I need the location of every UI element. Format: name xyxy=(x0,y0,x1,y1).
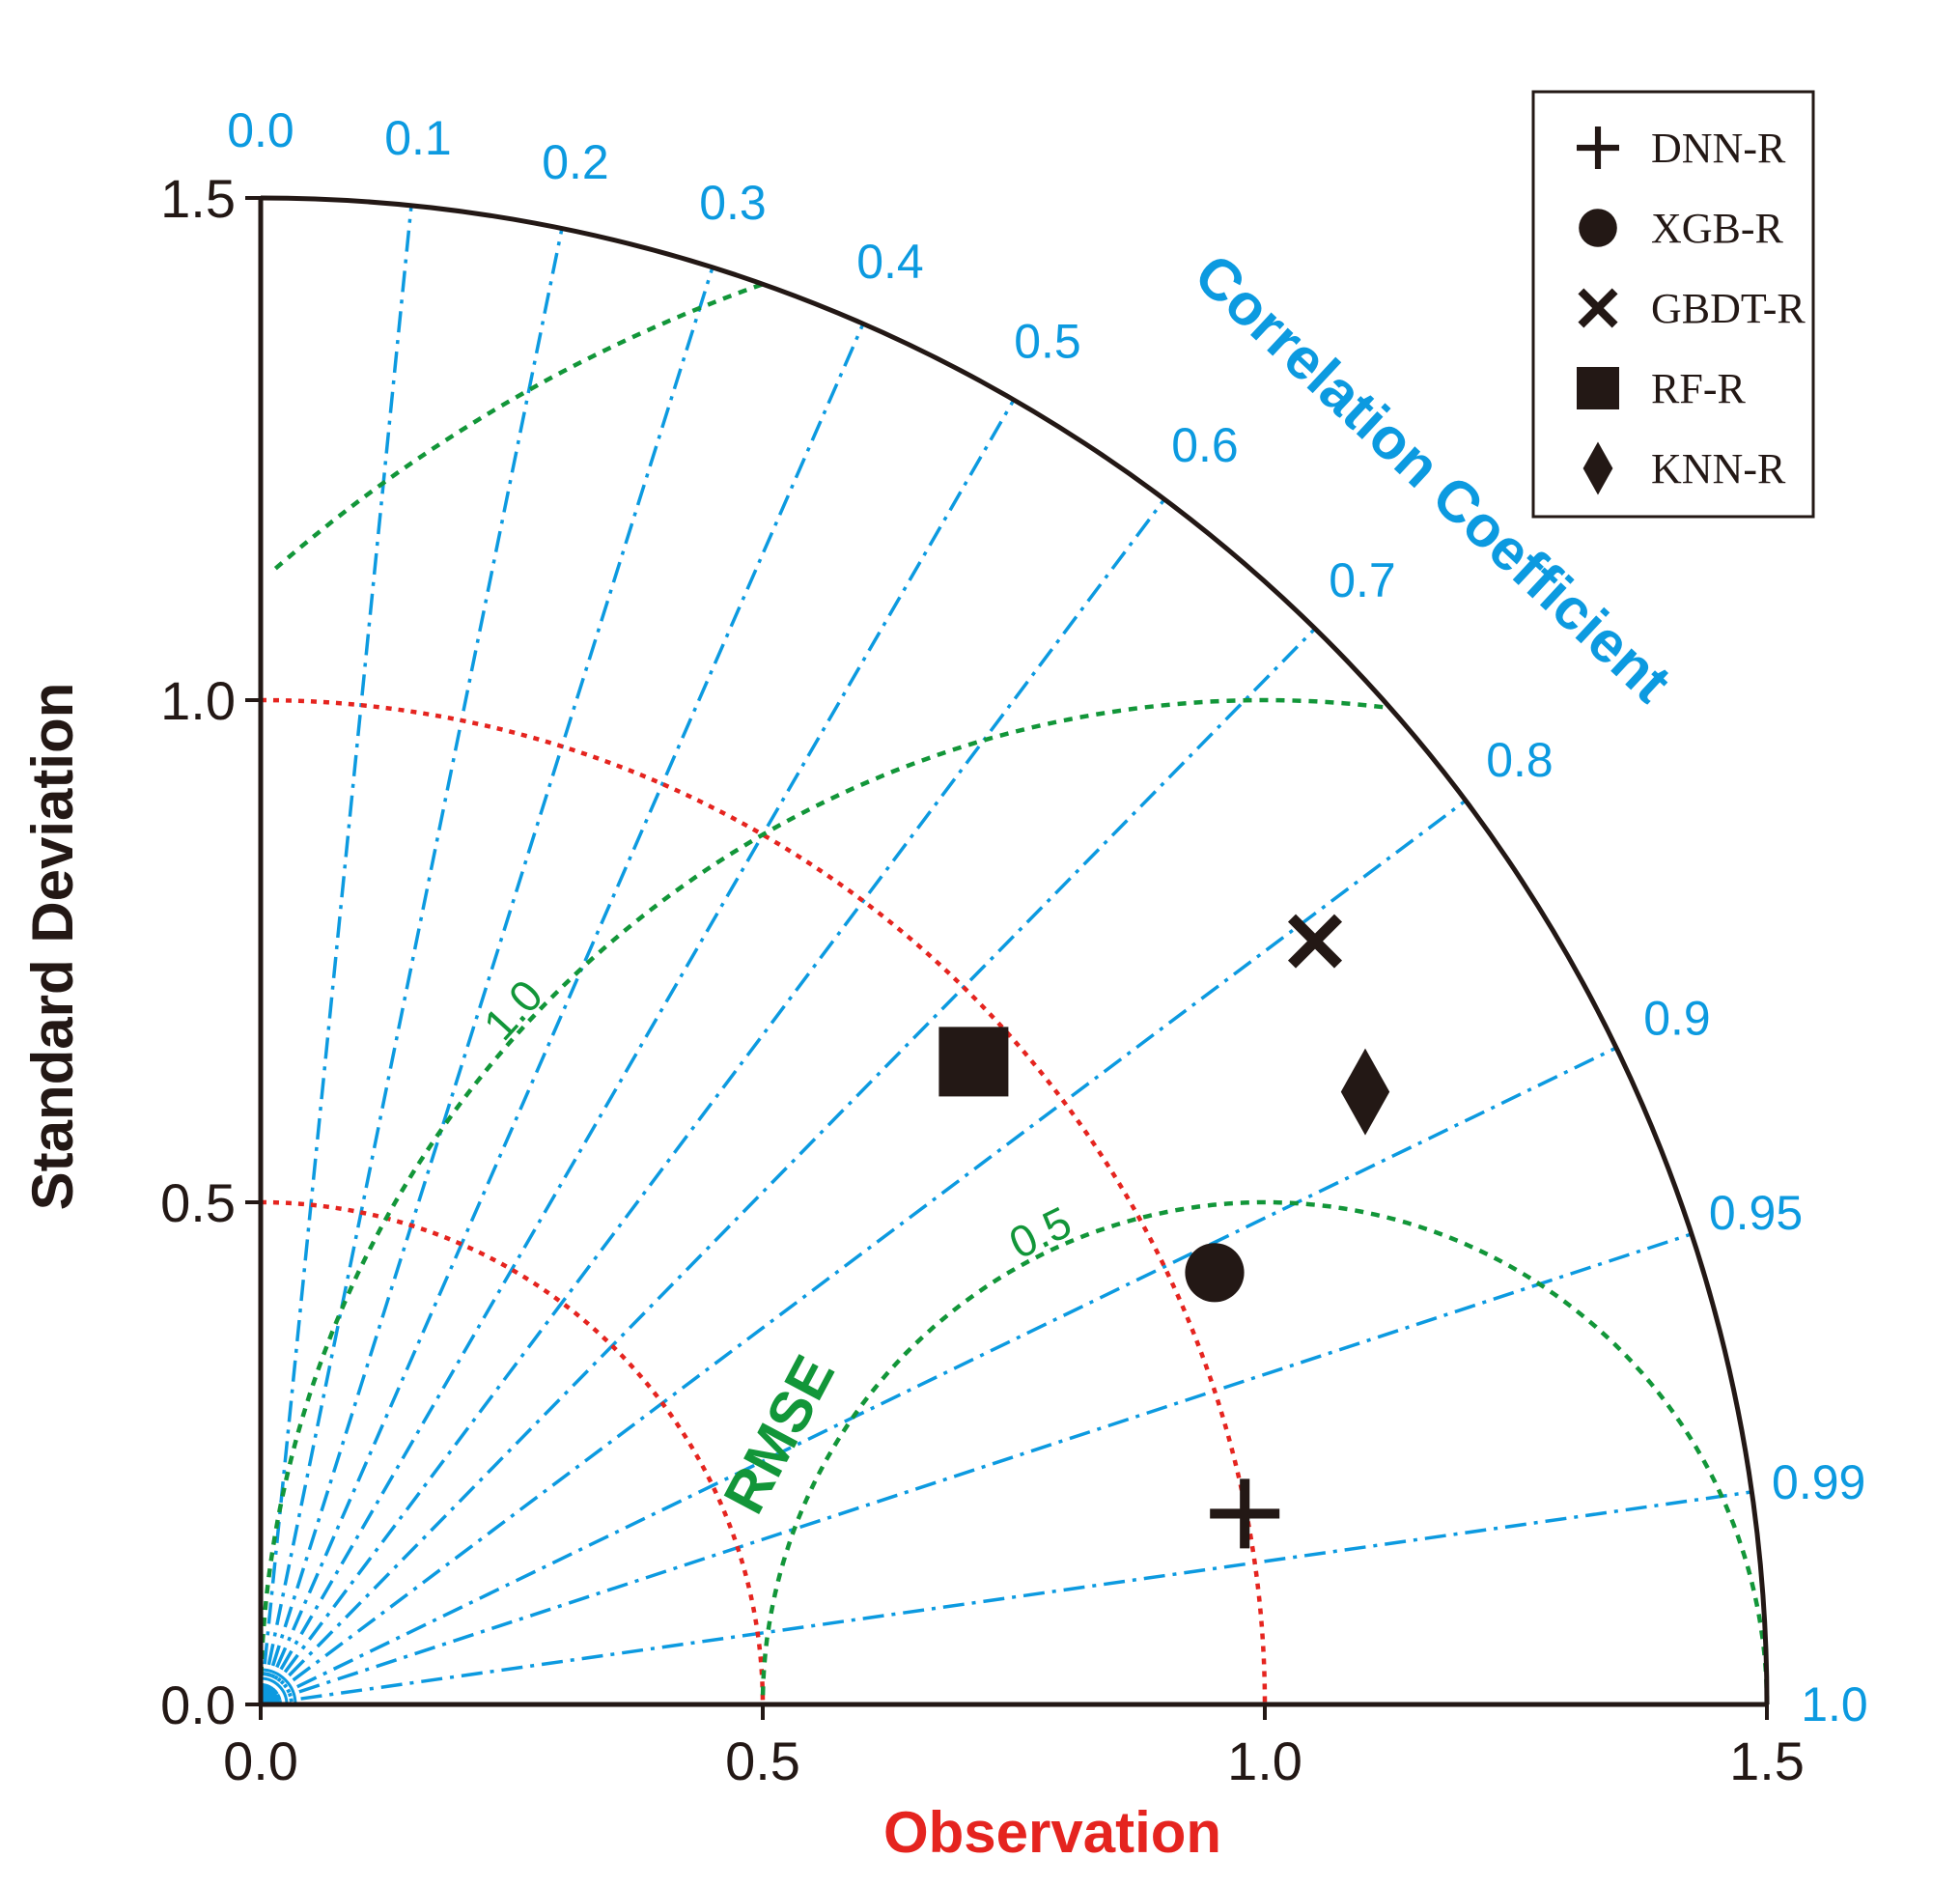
label-layer: 0.0 0.1 0.2 0.3 0.4 0.5 0.6 0.7 0.8 0.9 0.95 0.99 1.… xyxy=(160,103,1868,1791)
correlation-label-0.9: 0.9 xyxy=(1643,991,1711,1045)
correlation-line-0.9 xyxy=(260,1046,1617,1706)
correlation-label-0.1: 0.1 xyxy=(384,111,452,165)
legend-label-RF-R: RF-R xyxy=(1651,365,1746,412)
legend-marker-RF-R xyxy=(1577,367,1619,409)
data-point-DNN-R xyxy=(1210,1478,1280,1549)
std-arc-1 xyxy=(260,697,1268,1705)
legend-label-GBDT-R: GBDT-R xyxy=(1651,285,1806,332)
x-axis-title: Observation xyxy=(883,1800,1221,1865)
correlation-line-0.8 xyxy=(259,799,1468,1706)
rmse-label-1.0: 1.0 xyxy=(474,971,553,1050)
outer-std-arc xyxy=(260,195,1770,1705)
correlation-label-0.5: 0.5 xyxy=(1014,314,1081,368)
correlation-line-0.2 xyxy=(259,228,564,1705)
legend-marker-XGB-R xyxy=(1579,209,1617,247)
x-tick-label-0.5: 0.5 xyxy=(725,1731,800,1791)
grid-layer xyxy=(258,205,1770,1706)
data-point-GBDT-R-stroke-b xyxy=(1287,914,1343,969)
std-arc-0.5 xyxy=(260,1199,766,1705)
correlation-line-0.7 xyxy=(259,627,1317,1706)
correlation-label-0.95: 0.95 xyxy=(1709,1186,1803,1240)
correlation-line-0.3 xyxy=(259,267,714,1705)
correlation-label-1.0: 1.0 xyxy=(1801,1677,1868,1731)
data-point-GBDT-R xyxy=(1287,914,1343,969)
marker-layer xyxy=(938,914,1390,1549)
legend-marker-GBDT-R xyxy=(1578,288,1618,328)
x-tick-label-1.5: 1.5 xyxy=(1729,1731,1805,1791)
correlation-label-0.7: 0.7 xyxy=(1329,553,1396,607)
legend: DNN-R XGB-R GBDT-R RF-R KNN-R xyxy=(1531,90,1815,519)
y-tick-label-1.5: 1.5 xyxy=(160,168,236,229)
correlation-line-0.95 xyxy=(260,1232,1693,1706)
data-point-KNN-R xyxy=(1340,1048,1390,1136)
correlation-line-0.99 xyxy=(260,1490,1752,1706)
correlation-label-0.2: 0.2 xyxy=(542,135,609,189)
correlation-label-0.8: 0.8 xyxy=(1486,733,1554,787)
legend-marker-KNN-R xyxy=(1582,441,1613,495)
correlation-line-0.5 xyxy=(259,399,1016,1705)
correlation-label-0.99: 0.99 xyxy=(1772,1455,1865,1509)
rmse-arc-1.0 xyxy=(258,697,1384,1705)
origin-arc xyxy=(260,1676,289,1705)
x-tick-label-1.0: 1.0 xyxy=(1227,1731,1302,1791)
correlation-label-0.0: 0.0 xyxy=(227,103,294,157)
rmse-label-0.5: 0.5 xyxy=(1001,1196,1078,1269)
rmse-title: RMSE xyxy=(712,1345,848,1524)
data-point-RF-R xyxy=(938,1027,1009,1097)
legend-marker-GBDT-R-stroke-b xyxy=(1578,288,1618,328)
rmse-arc-0.5 xyxy=(760,1199,1770,1704)
legend-box xyxy=(1531,90,1815,519)
y-tick-label-1.0: 1.0 xyxy=(160,670,236,731)
axis-layer xyxy=(258,195,1770,1707)
correlation-line-0.6 xyxy=(259,497,1166,1706)
y-tick-label-0.0: 0.0 xyxy=(160,1675,236,1735)
data-point-XGB-R xyxy=(1185,1243,1245,1303)
y-axis-title: Standard Deviation xyxy=(20,683,85,1211)
legend-label-DNN-R: DNN-R xyxy=(1651,125,1786,172)
legend-items: DNN-R XGB-R GBDT-R RF-R KNN-R xyxy=(1577,125,1806,495)
origin-arc xyxy=(260,1668,297,1705)
legend-label-KNN-R: KNN-R xyxy=(1651,445,1786,493)
correlation-line-0.1 xyxy=(259,205,413,1705)
legend-marker-DNN-R xyxy=(1577,127,1620,169)
legend-label-XGB-R: XGB-R xyxy=(1651,205,1784,252)
y-tick-label-0.5: 0.5 xyxy=(160,1172,236,1233)
rmse-arc-1.5 xyxy=(269,282,764,574)
correlation-line-0.4 xyxy=(259,323,865,1705)
correlation-label-0.3: 0.3 xyxy=(699,176,767,230)
x-tick-label-0.0: 0.0 xyxy=(223,1731,298,1791)
correlation-label-0.4: 0.4 xyxy=(856,235,924,289)
correlation-label-0.6: 0.6 xyxy=(1171,418,1239,472)
tick-layer xyxy=(245,196,1769,1720)
